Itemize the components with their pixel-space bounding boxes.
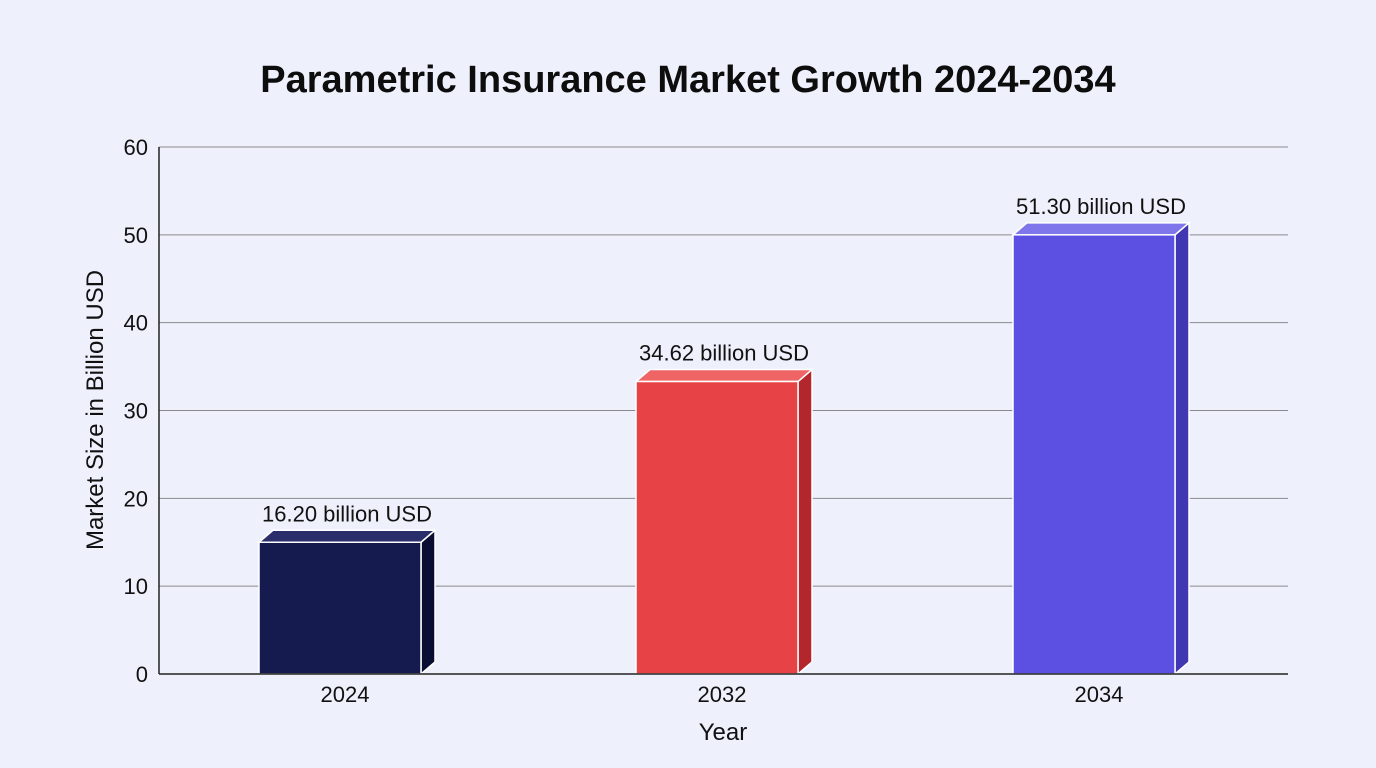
- y-tick-label: 10: [124, 574, 148, 599]
- bar-front-face: [635, 380, 799, 675]
- y-tick-label: 60: [124, 135, 148, 160]
- bar-top-face: [633, 368, 815, 383]
- y-tick-label: 50: [124, 223, 148, 248]
- bar-front-face: [1012, 234, 1176, 675]
- bar-front-face: [258, 541, 422, 675]
- bar-top-face: [256, 529, 438, 543]
- data-label: 34.62 billion USD: [639, 341, 809, 366]
- bar-side-face: [797, 367, 813, 676]
- x-tick-label: 2034: [1075, 682, 1124, 707]
- data-label: 16.20 billion USD: [262, 501, 432, 526]
- data-labels: 16.20 billion USD 34.62 billion USD 51.30 …: [262, 194, 1186, 526]
- y-axis-label: Market Size in Billion USD: [82, 270, 109, 550]
- y-tick-label: 0: [136, 662, 148, 687]
- bar-2024: [256, 528, 438, 676]
- x-tick-label: 2024: [321, 682, 370, 707]
- bars: [256, 221, 1192, 676]
- bar-2034: [1010, 221, 1192, 676]
- y-tick-label: 20: [124, 486, 148, 511]
- y-tick-label: 30: [124, 399, 148, 424]
- bar-2032: [633, 367, 815, 676]
- x-axis-label: Year: [699, 719, 748, 746]
- x-axis-ticks: 2024 2032 2034: [321, 682, 1124, 707]
- x-tick-label: 2032: [698, 682, 747, 707]
- y-axis-ticks: 0 10 20 30 40 50 60: [124, 135, 148, 687]
- bar-side-face: [1174, 221, 1190, 676]
- bar-side-face: [420, 528, 436, 676]
- data-label: 51.30 billion USD: [1016, 194, 1186, 219]
- y-tick-label: 40: [124, 311, 148, 336]
- chart-title: Parametric Insurance Market Growth 2024-…: [260, 59, 1115, 101]
- bar-top-face: [1010, 222, 1192, 236]
